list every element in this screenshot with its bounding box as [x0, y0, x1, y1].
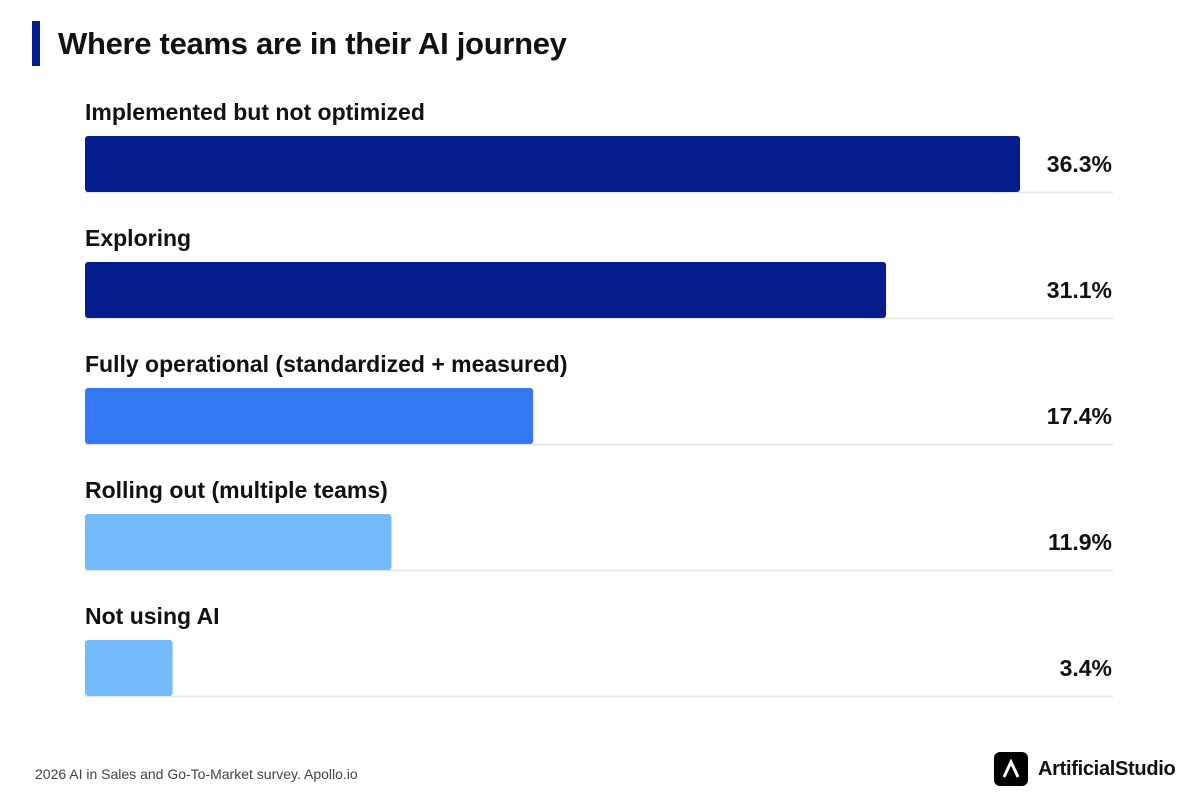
value-label: 36.3% — [1047, 151, 1112, 177]
brand-name: ArtificialStudio — [1038, 757, 1176, 780]
bar — [85, 640, 173, 696]
value-label: 11.9% — [1048, 529, 1112, 555]
artificialstudio-logo-icon — [994, 752, 1028, 786]
value-label: 17.4% — [1047, 403, 1112, 429]
category-label: Implemented but not optimized — [85, 99, 425, 125]
category-label: Fully operational (standardized + measur… — [85, 351, 567, 377]
value-label: 31.1% — [1047, 277, 1112, 303]
category-label: Not using AI — [85, 603, 220, 629]
category-label: Rolling out (multiple teams) — [85, 477, 388, 503]
chart-title: Where teams are in their AI journey — [58, 26, 567, 61]
brand-logo: ArtificialStudio — [994, 752, 1176, 786]
category-label: Exploring — [85, 225, 191, 251]
bar — [85, 136, 1020, 192]
source-note: 2026 AI in Sales and Go-To-Market survey… — [35, 766, 358, 782]
value-label: 3.4% — [1060, 655, 1112, 681]
bar — [85, 262, 887, 318]
bar — [85, 514, 392, 570]
bar — [85, 388, 534, 444]
title-accent-bar — [32, 21, 40, 66]
